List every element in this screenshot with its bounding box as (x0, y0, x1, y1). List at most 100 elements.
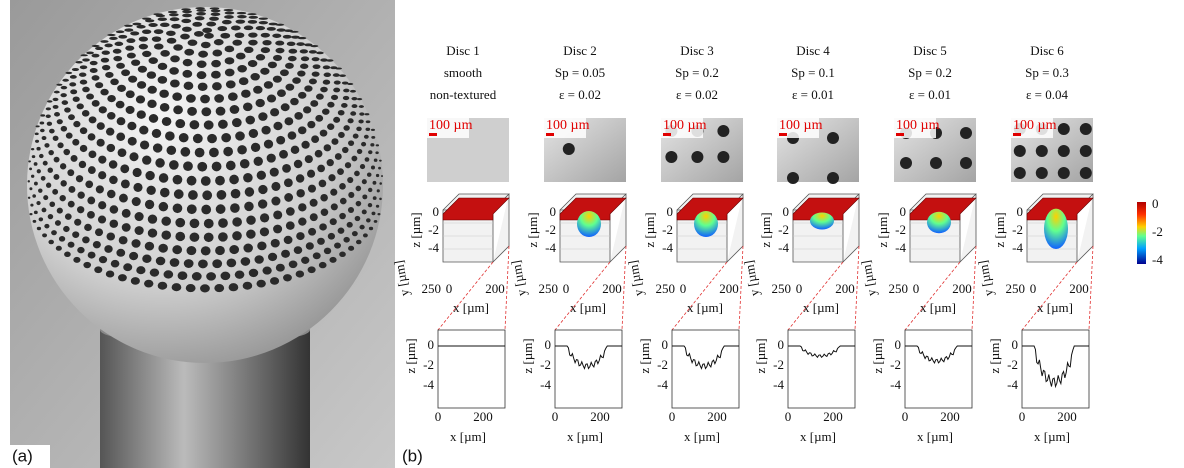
texture-dot (324, 73, 331, 77)
texture-dot (262, 267, 271, 275)
texture-dot (170, 17, 180, 21)
texture-dot (339, 213, 346, 219)
texture-dot (231, 25, 241, 30)
texture-dot (285, 84, 294, 91)
texture-dot (309, 50, 317, 54)
texture-dot (260, 68, 269, 75)
texture-dot (273, 122, 282, 131)
z-tick-label: -2 (428, 222, 439, 237)
texture-dot (100, 40, 108, 43)
micrograph-dimple (691, 151, 703, 163)
texture-dot (297, 71, 305, 77)
texture-dot (257, 241, 266, 250)
texture-dot (362, 210, 367, 215)
texture-dot (82, 110, 90, 117)
z-tick-label: 0 (667, 204, 674, 219)
texture-dot (90, 68, 98, 73)
texture-dot (267, 95, 276, 103)
texture-dot (226, 80, 236, 88)
texture-dot (183, 59, 193, 66)
texture-dot (110, 79, 119, 86)
z-tick-label: -4 (423, 377, 434, 392)
texture-dot (98, 156, 106, 164)
texture-dot (104, 44, 112, 48)
texture-dot (377, 213, 380, 215)
texture-dot (311, 135, 319, 143)
texture-dot (230, 105, 240, 114)
texture-dot (127, 122, 136, 131)
texture-dot (54, 91, 60, 94)
texture-dot (338, 110, 345, 115)
texture-dot (109, 176, 118, 185)
x-tick-label: 0 (435, 409, 442, 424)
texture-dot (68, 114, 75, 120)
texture-dot (195, 16, 205, 20)
texture-dot (292, 77, 301, 84)
texture-dot (284, 178, 293, 187)
profile-box (788, 330, 855, 408)
texture-dot (256, 99, 265, 107)
texture-dot (368, 150, 372, 154)
texture-dot (204, 33, 214, 39)
texture-dot (225, 69, 235, 77)
texture-dot (215, 176, 225, 186)
texture-dot (73, 121, 80, 127)
x-tick-label: 200 (823, 409, 843, 424)
texture-dot (116, 101, 125, 109)
texture-dot (72, 68, 79, 71)
texture-dot (87, 211, 95, 219)
texture-dot (150, 268, 159, 276)
micrograph-dimple (665, 151, 677, 163)
texture-dot (37, 169, 41, 173)
texture-dot (333, 73, 340, 77)
texture-dot (41, 176, 46, 181)
texture-dot (95, 82, 103, 88)
texture-dot (89, 150, 97, 158)
connector (438, 262, 493, 330)
texture-dot (273, 210, 282, 219)
texture-dot (73, 96, 80, 101)
texture-dot (104, 245, 112, 253)
surface-dimple (577, 211, 601, 237)
texture-dot (47, 100, 52, 102)
texture-dot (308, 185, 316, 193)
z-tick-label: -2 (657, 357, 668, 372)
texture-dot (241, 257, 251, 266)
texture-dot (52, 189, 58, 195)
texture-dot (209, 148, 219, 158)
texture-dot (365, 157, 370, 162)
z-axis-label: z [µm] (758, 212, 773, 247)
texture-dot (187, 246, 197, 255)
z-axis-label: z [µm] (403, 338, 418, 373)
texture-dot (227, 258, 237, 267)
texture-dot (170, 258, 180, 267)
x-axis-label: x [µm] (917, 429, 953, 444)
texture-dot (73, 257, 80, 263)
texture-dot (251, 143, 260, 152)
texture-dot (28, 197, 31, 199)
texture-dot (284, 236, 293, 244)
texture-dot (40, 122, 45, 125)
texture-dot (236, 53, 246, 60)
texture-dot (268, 62, 277, 69)
texture-dot (107, 144, 115, 152)
texture-dot (371, 166, 375, 170)
x-tick-label: 0 (785, 409, 792, 424)
texture-dot (212, 82, 222, 90)
texture-dot (48, 240, 54, 245)
texture-dot (339, 74, 346, 77)
texture-dot (371, 129, 375, 131)
texture-dot (377, 189, 380, 192)
texture-dot (379, 160, 382, 162)
z-axis-label: z [µm] (408, 212, 423, 247)
x-tick-label: 0 (669, 409, 676, 424)
scale-bar (779, 133, 787, 136)
colorbar-tick-label: -4 (1152, 252, 1163, 267)
texture-dot (327, 159, 334, 166)
x-axis-label: x [µm] (803, 300, 839, 315)
texture-dot (235, 270, 245, 278)
texture-dot (67, 169, 74, 176)
texture-dot (374, 159, 378, 162)
texture-dot (241, 90, 251, 98)
texture-dot (145, 19, 154, 22)
